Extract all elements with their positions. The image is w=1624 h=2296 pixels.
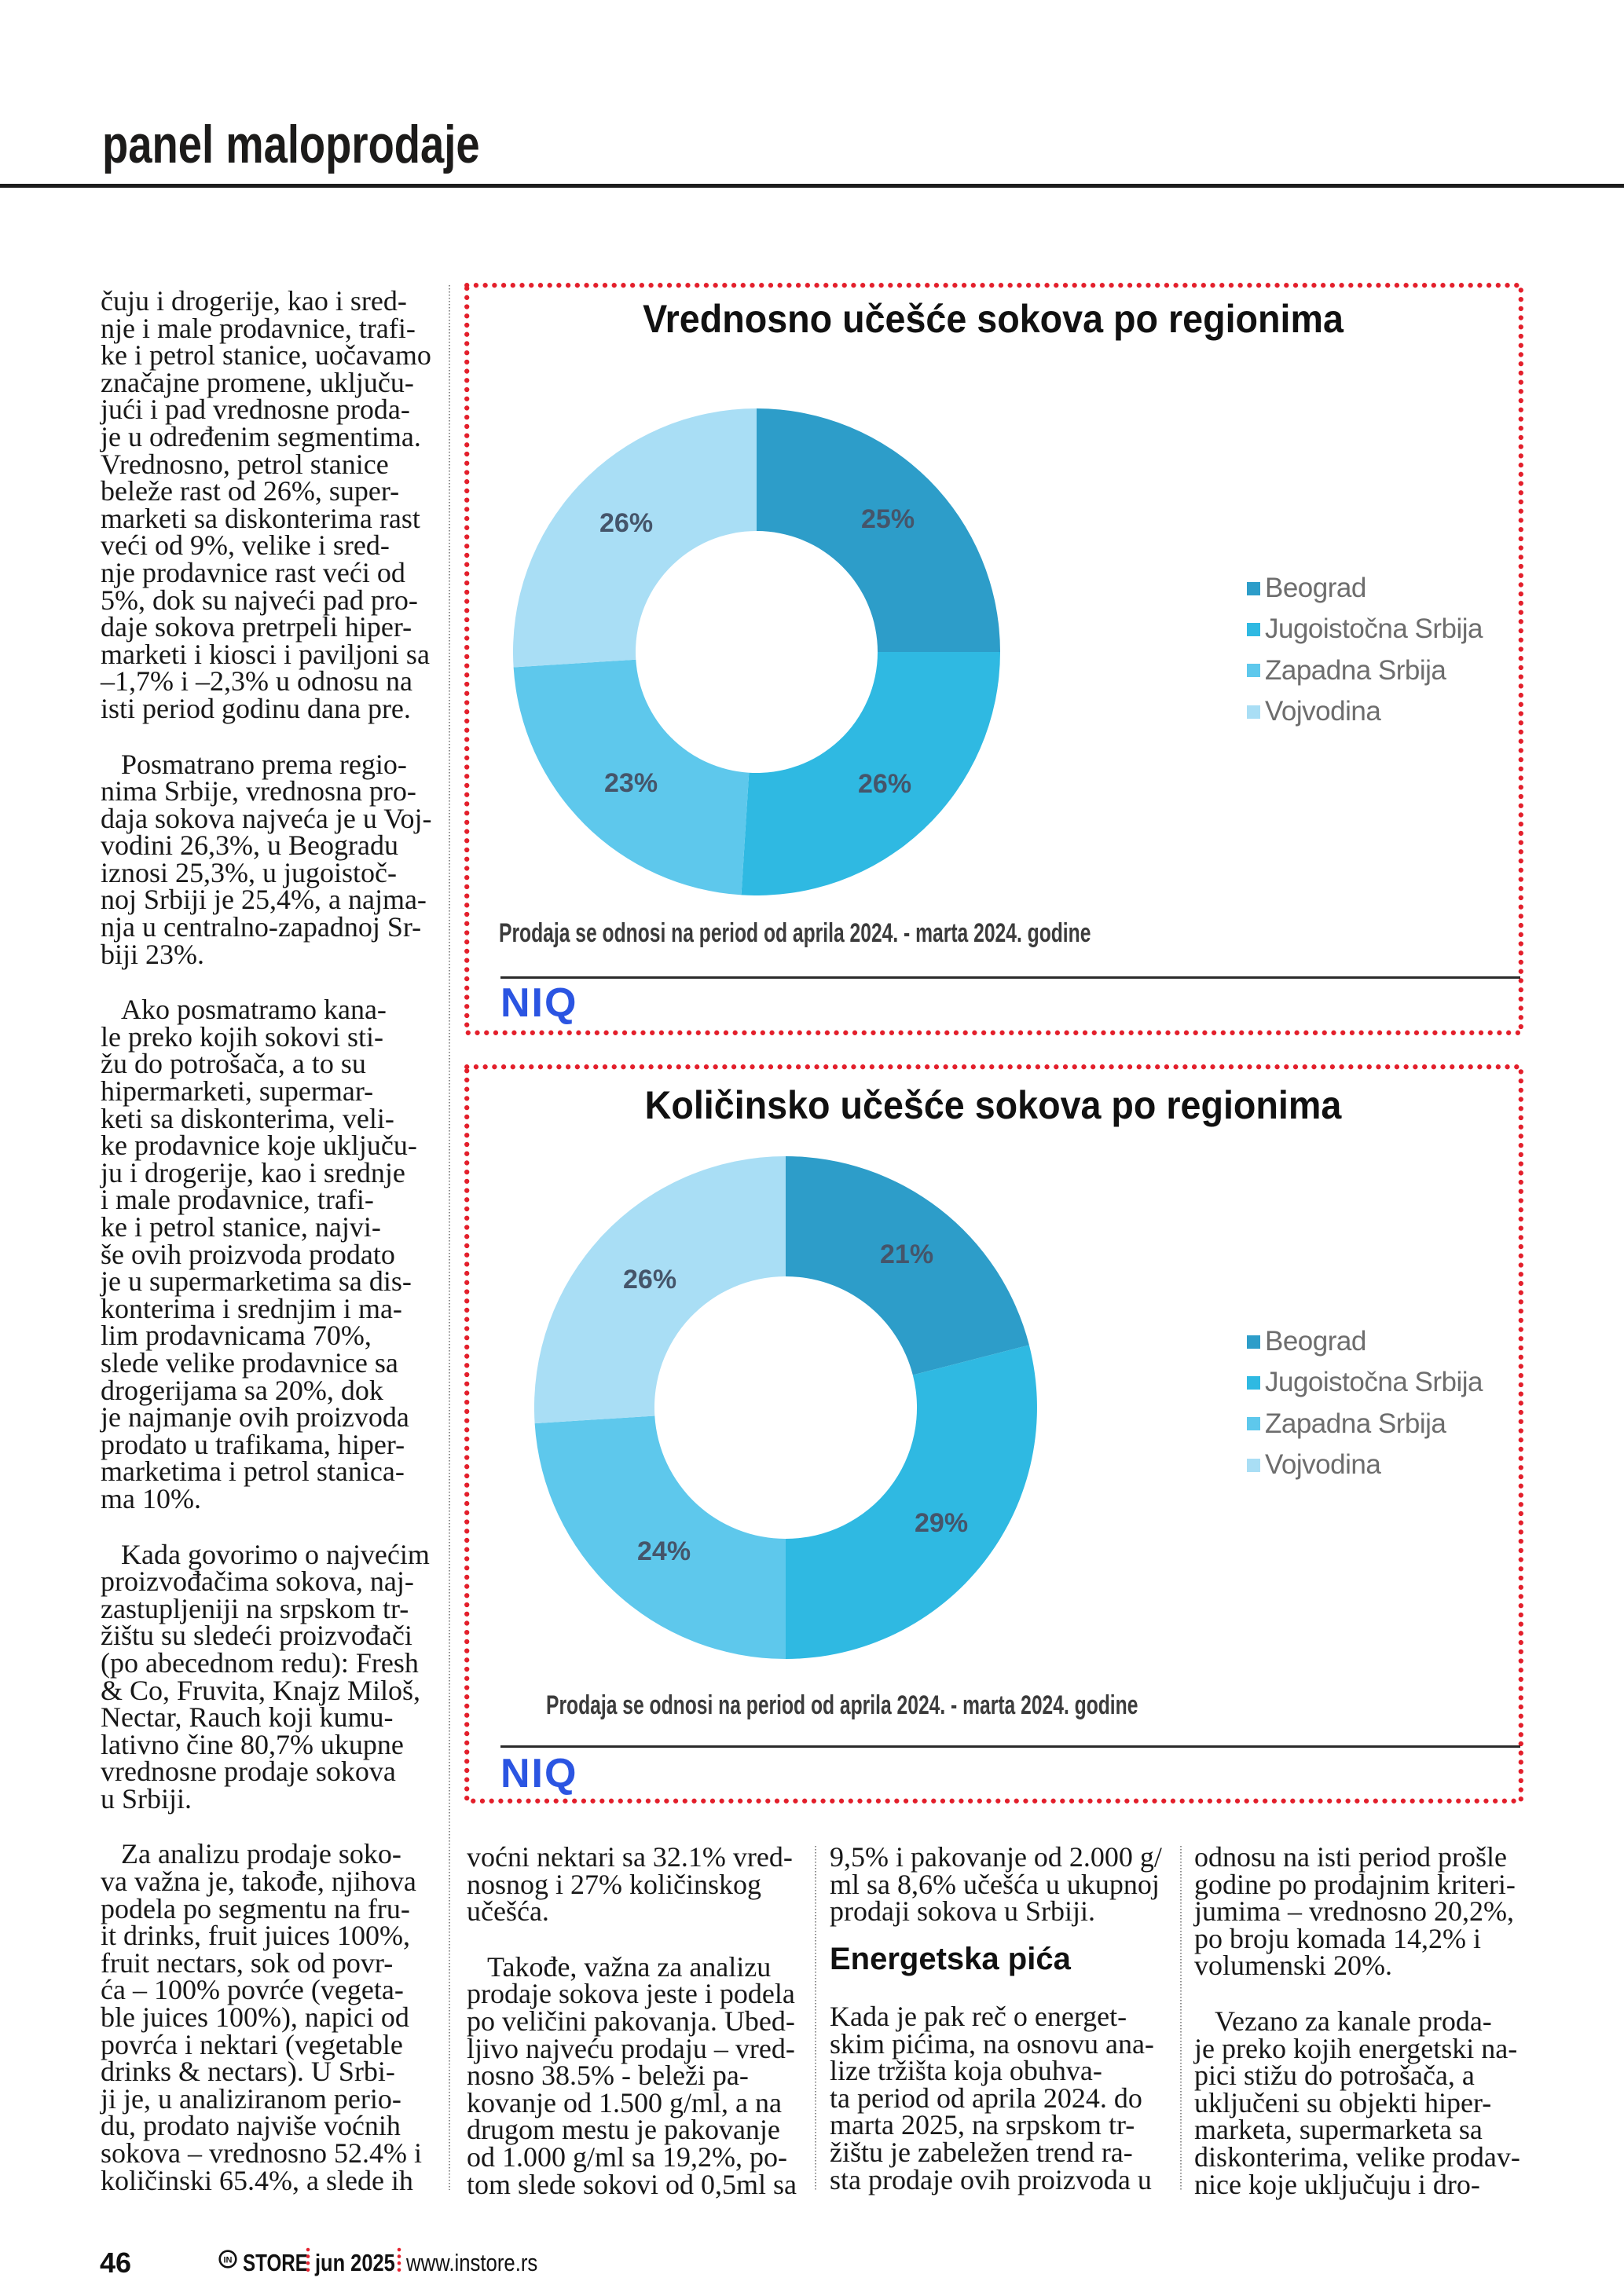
svg-text:IN: IN [224,2256,233,2265]
